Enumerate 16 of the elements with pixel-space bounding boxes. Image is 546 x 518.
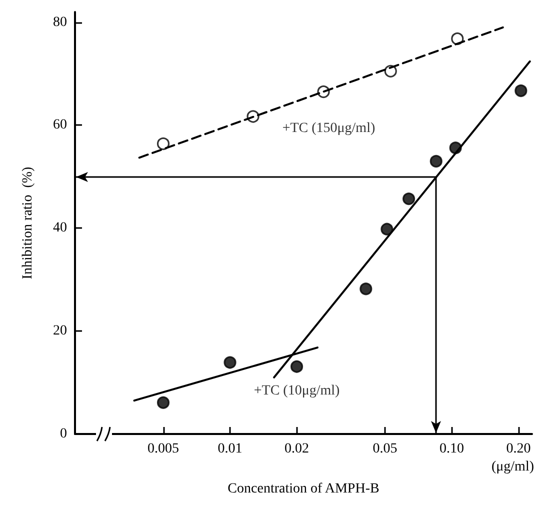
x-tick-label: 0.005 [148,442,179,456]
y-tick-label: 40 [53,220,67,236]
y-tick-label: 0 [60,426,67,442]
x-axis-title: Concentration of AMPH-B [228,482,380,496]
x-tick-label: 0.02 [284,442,310,456]
text: (μg/ml) [492,460,534,474]
y-axis-title: Inhibition ratio (%) [20,166,36,280]
series-label: +TC (150μg/ml) [282,120,376,136]
x-tick-label: 0.05 [372,442,398,456]
y-tick-label: 60 [53,118,67,133]
x-tick-label: 0.10 [440,442,464,456]
y-tick-label: 80 [53,14,67,30]
x-tick-label: 0.20 [506,442,531,456]
series-label: +TC (10μg/ml) [254,383,340,398]
x-tick-label: 0.01 [218,442,242,456]
y-tick-label: 20 [53,324,67,339]
